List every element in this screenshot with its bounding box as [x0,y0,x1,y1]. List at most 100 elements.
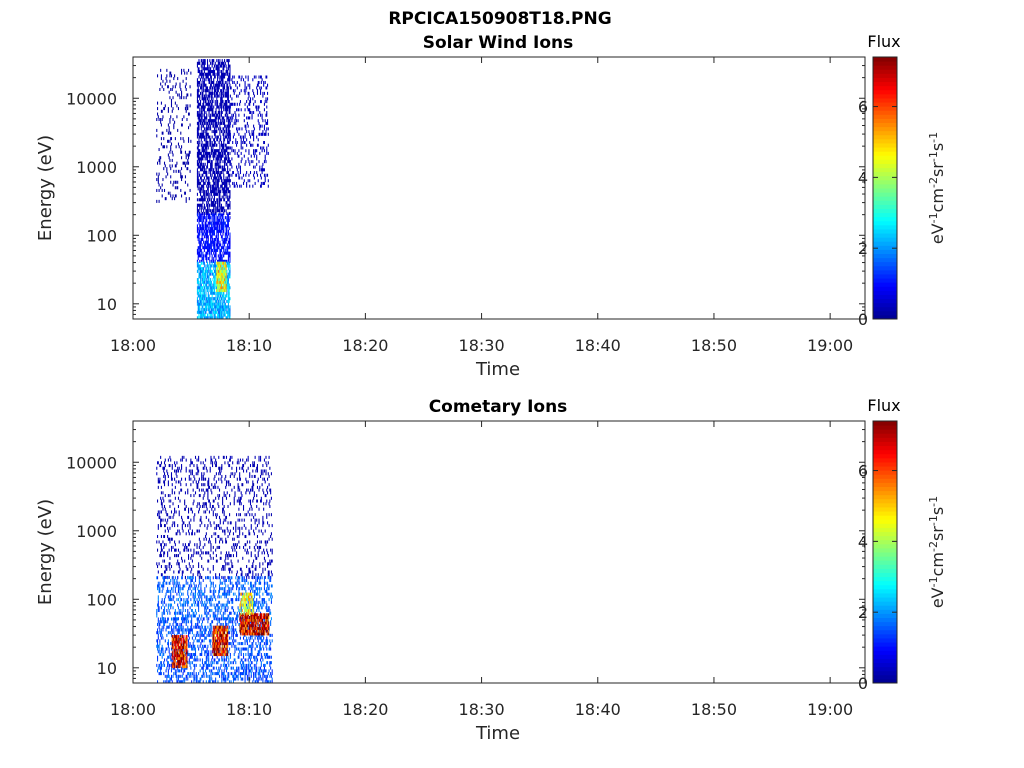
heatmap-cell [198,105,200,109]
heatmap-cell [188,521,190,525]
heatmap-cell [196,251,198,255]
heatmap-cell [189,606,191,610]
heatmap-cell [257,119,259,123]
heatmap-cell [220,80,222,84]
heatmap-cell [205,502,207,506]
heatmap-cell [201,91,203,95]
heatmap-cell [218,229,220,233]
heatmap-cell [215,116,217,120]
heatmap-cell [219,80,221,84]
heatmap-cell [167,480,169,484]
heatmap-cell [262,562,264,566]
heatmap-cell [214,110,216,114]
heatmap-cell [202,154,204,158]
heatmap-cell [215,119,217,123]
heatmap-cell [223,121,225,125]
heatmap-cell [222,67,224,71]
heatmap-cell [220,269,222,273]
heatmap-cell [252,97,254,101]
heatmap-cell [221,272,223,276]
heatmap-cell [220,261,222,265]
heatmap-cell [238,540,240,544]
heatmap-cell [216,235,218,239]
heatmap-cell [187,603,189,607]
heatmap-cell [219,257,221,261]
heatmap-cell [186,600,188,604]
heatmap-cell [223,149,225,153]
heatmap-cell [207,127,209,131]
heatmap-cell [184,164,186,168]
heatmap-cell [227,94,229,98]
heatmap-cell [203,291,205,295]
heatmap-cell [206,102,208,106]
heatmap-cell [263,102,265,106]
heatmap-cell [222,499,224,503]
heatmap-cell [199,61,201,65]
heatmap-cell [220,286,222,290]
heatmap-cell [206,102,209,106]
heatmap-cell [168,565,170,569]
heatmap-cell [209,310,211,314]
heatmap-cell [194,587,196,591]
heatmap-cell [219,190,221,194]
heatmap-cell [213,140,216,144]
heatmap-cell [239,567,241,571]
heatmap-cell [239,488,241,492]
heatmap-cell [232,600,234,604]
heatmap-cell [201,116,203,120]
heatmap-cell [210,545,212,549]
heatmap-cell [207,235,209,239]
heatmap-cell [220,70,222,74]
heatmap-cell [190,93,192,97]
heatmap-cell [220,235,222,239]
heatmap-cell [209,598,211,602]
heatmap-cell [217,237,219,242]
heatmap-cell [224,286,226,290]
heatmap-cell [218,600,221,604]
heatmap-cell [200,83,202,87]
heatmap-cell [226,592,228,596]
heatmap-cell [201,132,203,136]
heatmap-cell [224,221,226,225]
heatmap-cell [197,305,199,309]
heatmap-cell [252,589,254,593]
heatmap-cell [209,466,211,470]
heatmap-cell [201,184,203,188]
heatmap-cell [165,77,167,81]
heatmap-cell [186,107,188,111]
heatmap-cell [209,119,211,123]
heatmap-cell [220,135,222,139]
heatmap-cell [261,483,263,487]
heatmap-cell [223,587,225,591]
heatmap-cell [224,105,226,109]
heatmap-cell [260,545,262,549]
heatmap-cell [208,160,210,164]
heatmap-cell [213,229,216,233]
heatmap-cell [200,254,202,258]
heatmap-cell [167,494,169,498]
heatmap-cell [183,600,185,604]
heatmap-cell [198,305,200,309]
heatmap-cell [201,261,203,265]
heatmap-cell [185,197,187,201]
heatmap-cell [218,201,220,205]
heatmap-cell [215,532,217,536]
heatmap-cell [208,299,210,303]
heatmap-cell [196,168,198,172]
heatmap-cell [199,216,201,220]
heatmap-cell [237,559,239,563]
heatmap-cell [226,269,228,273]
heatmap-cell [211,100,213,104]
heatmap-cell [247,124,249,128]
heatmap-cell [219,124,221,128]
heatmap-cell [212,567,214,571]
heatmap-cell [211,149,213,153]
heatmap-cell [200,310,202,314]
colorbar-segment [873,273,897,279]
heatmap-cell [237,526,239,530]
heatmap-cell [170,104,173,108]
heatmap-cell [209,614,211,618]
heatmap-cell [219,61,221,65]
heatmap-cell [217,72,219,76]
heatmap-cell [217,154,219,158]
